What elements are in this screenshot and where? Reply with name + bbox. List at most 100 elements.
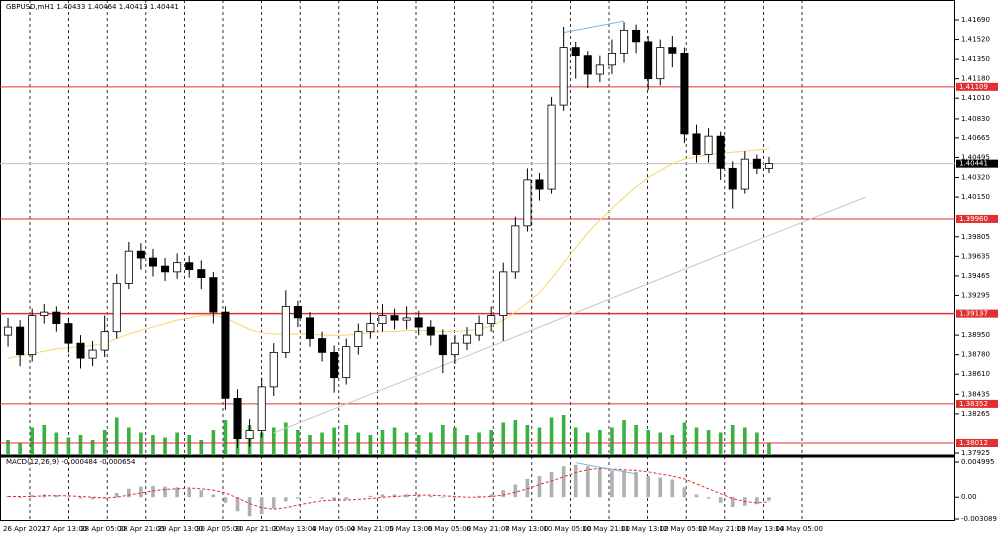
level-label: 1.40441 [959, 160, 988, 168]
volume-bar [513, 420, 518, 455]
macd-bar [694, 494, 699, 498]
candle-body [620, 29, 629, 54]
macd-bar [453, 497, 457, 498]
y-tick-label: 1.38950 [961, 331, 990, 339]
candle-body [704, 135, 713, 155]
candle-body [197, 269, 206, 279]
macd-bar [235, 497, 240, 512]
macd-bar [501, 490, 506, 498]
candle-body [583, 55, 592, 75]
macd-bar [682, 487, 687, 498]
candle-body [148, 257, 157, 267]
candle-body [161, 265, 170, 273]
level-label-box [956, 399, 998, 408]
x-tick-label: 7 May 13:00 [505, 525, 549, 533]
y-tick-label: 0.00 [961, 493, 977, 501]
x-tick-label: 12 May 21:00 [698, 525, 746, 533]
volume-bar [622, 420, 626, 455]
candle-body [366, 323, 375, 333]
volume-bar [90, 440, 95, 455]
x-tick-label: 14 May 05:00 [775, 525, 823, 533]
candle-body [487, 315, 496, 325]
macd-bar [537, 476, 542, 498]
x-tick-label: 12 May 05:00 [659, 525, 707, 533]
candle-body [499, 271, 508, 316]
candle-body [330, 351, 339, 379]
volume-bar [441, 425, 445, 455]
volume-bar [767, 442, 771, 455]
candle-body [680, 52, 689, 135]
candle-body [354, 331, 363, 348]
macd-bar [247, 497, 252, 517]
macd-bar [646, 476, 650, 498]
volume-bar [259, 432, 264, 455]
macd-bar [114, 492, 119, 498]
volume-bar [284, 422, 288, 455]
macd-bar [284, 497, 288, 502]
trendline [273, 196, 866, 434]
volume-bar [670, 435, 675, 455]
y-tick-label: 1.38265 [961, 410, 990, 418]
volume-bar [453, 427, 457, 455]
x-tick-label: 5 May 13:00 [389, 525, 433, 533]
macd-bar [730, 497, 735, 508]
macd-bar [30, 495, 35, 498]
macd-bar [151, 485, 155, 498]
macd-bar [199, 490, 204, 498]
y-tick-label: 1.39635 [961, 252, 990, 260]
volume-bar [175, 432, 179, 455]
candle-body [402, 317, 411, 321]
volume-bar [404, 432, 409, 455]
volume-bar [742, 427, 747, 455]
candle-body [668, 47, 677, 54]
x-tick-label: 13 May 13:00 [736, 525, 784, 533]
y-tick-label: -0.003089 [961, 515, 997, 523]
y-tick-label: 1.40320 [961, 174, 990, 182]
candle-body [173, 262, 182, 273]
volume-bar [428, 432, 433, 455]
volume-bar [718, 432, 723, 455]
macd-bar [416, 495, 421, 498]
candle-body [716, 135, 725, 169]
volume-bar [199, 440, 204, 455]
level-label-box [956, 214, 998, 223]
volume-bar [163, 437, 167, 455]
macd-bar [718, 497, 723, 503]
volume-bar [30, 427, 35, 455]
candle-body [40, 311, 49, 316]
chart-title: GBPUSD,mH1 1.40433 1.40464 1.40413 1.404… [6, 3, 179, 11]
moving-average [7, 148, 770, 359]
candle-body [511, 225, 520, 273]
level-label: 1.39137 [959, 310, 988, 318]
macd-bar [670, 479, 675, 498]
volume-bar [658, 432, 663, 455]
macd-bar [549, 471, 554, 498]
volume-bar [682, 422, 687, 455]
candle-body [523, 179, 532, 227]
y-tick-label: 0.004995 [961, 458, 994, 466]
macd-bar [271, 497, 276, 509]
level-label-box [956, 309, 998, 318]
volume-bar [308, 435, 312, 455]
candle-body [305, 317, 315, 339]
y-tick-label: 1.37925 [961, 449, 990, 457]
macd-bar [211, 494, 216, 498]
x-tick-label: 4 May 21:00 [350, 525, 394, 533]
x-tick-label: 30 Apr 21:00 [235, 525, 281, 533]
macd-bar [187, 488, 192, 498]
candle-body [209, 277, 218, 313]
x-tick-label: 29 Apr 13:00 [157, 525, 203, 533]
volume-bar [356, 432, 361, 455]
volume-bar [465, 435, 469, 455]
volume-bar [127, 427, 131, 455]
candle-body [342, 346, 351, 379]
y-tick-label: 1.38435 [961, 390, 990, 398]
candle-body [185, 262, 194, 270]
candle-body [438, 334, 447, 356]
volume-bar [151, 435, 155, 455]
x-tick-label: 28 Apr 21:00 [119, 525, 165, 533]
candle-body [426, 326, 435, 336]
volume-bar [610, 427, 614, 455]
volume-bar [78, 435, 83, 455]
